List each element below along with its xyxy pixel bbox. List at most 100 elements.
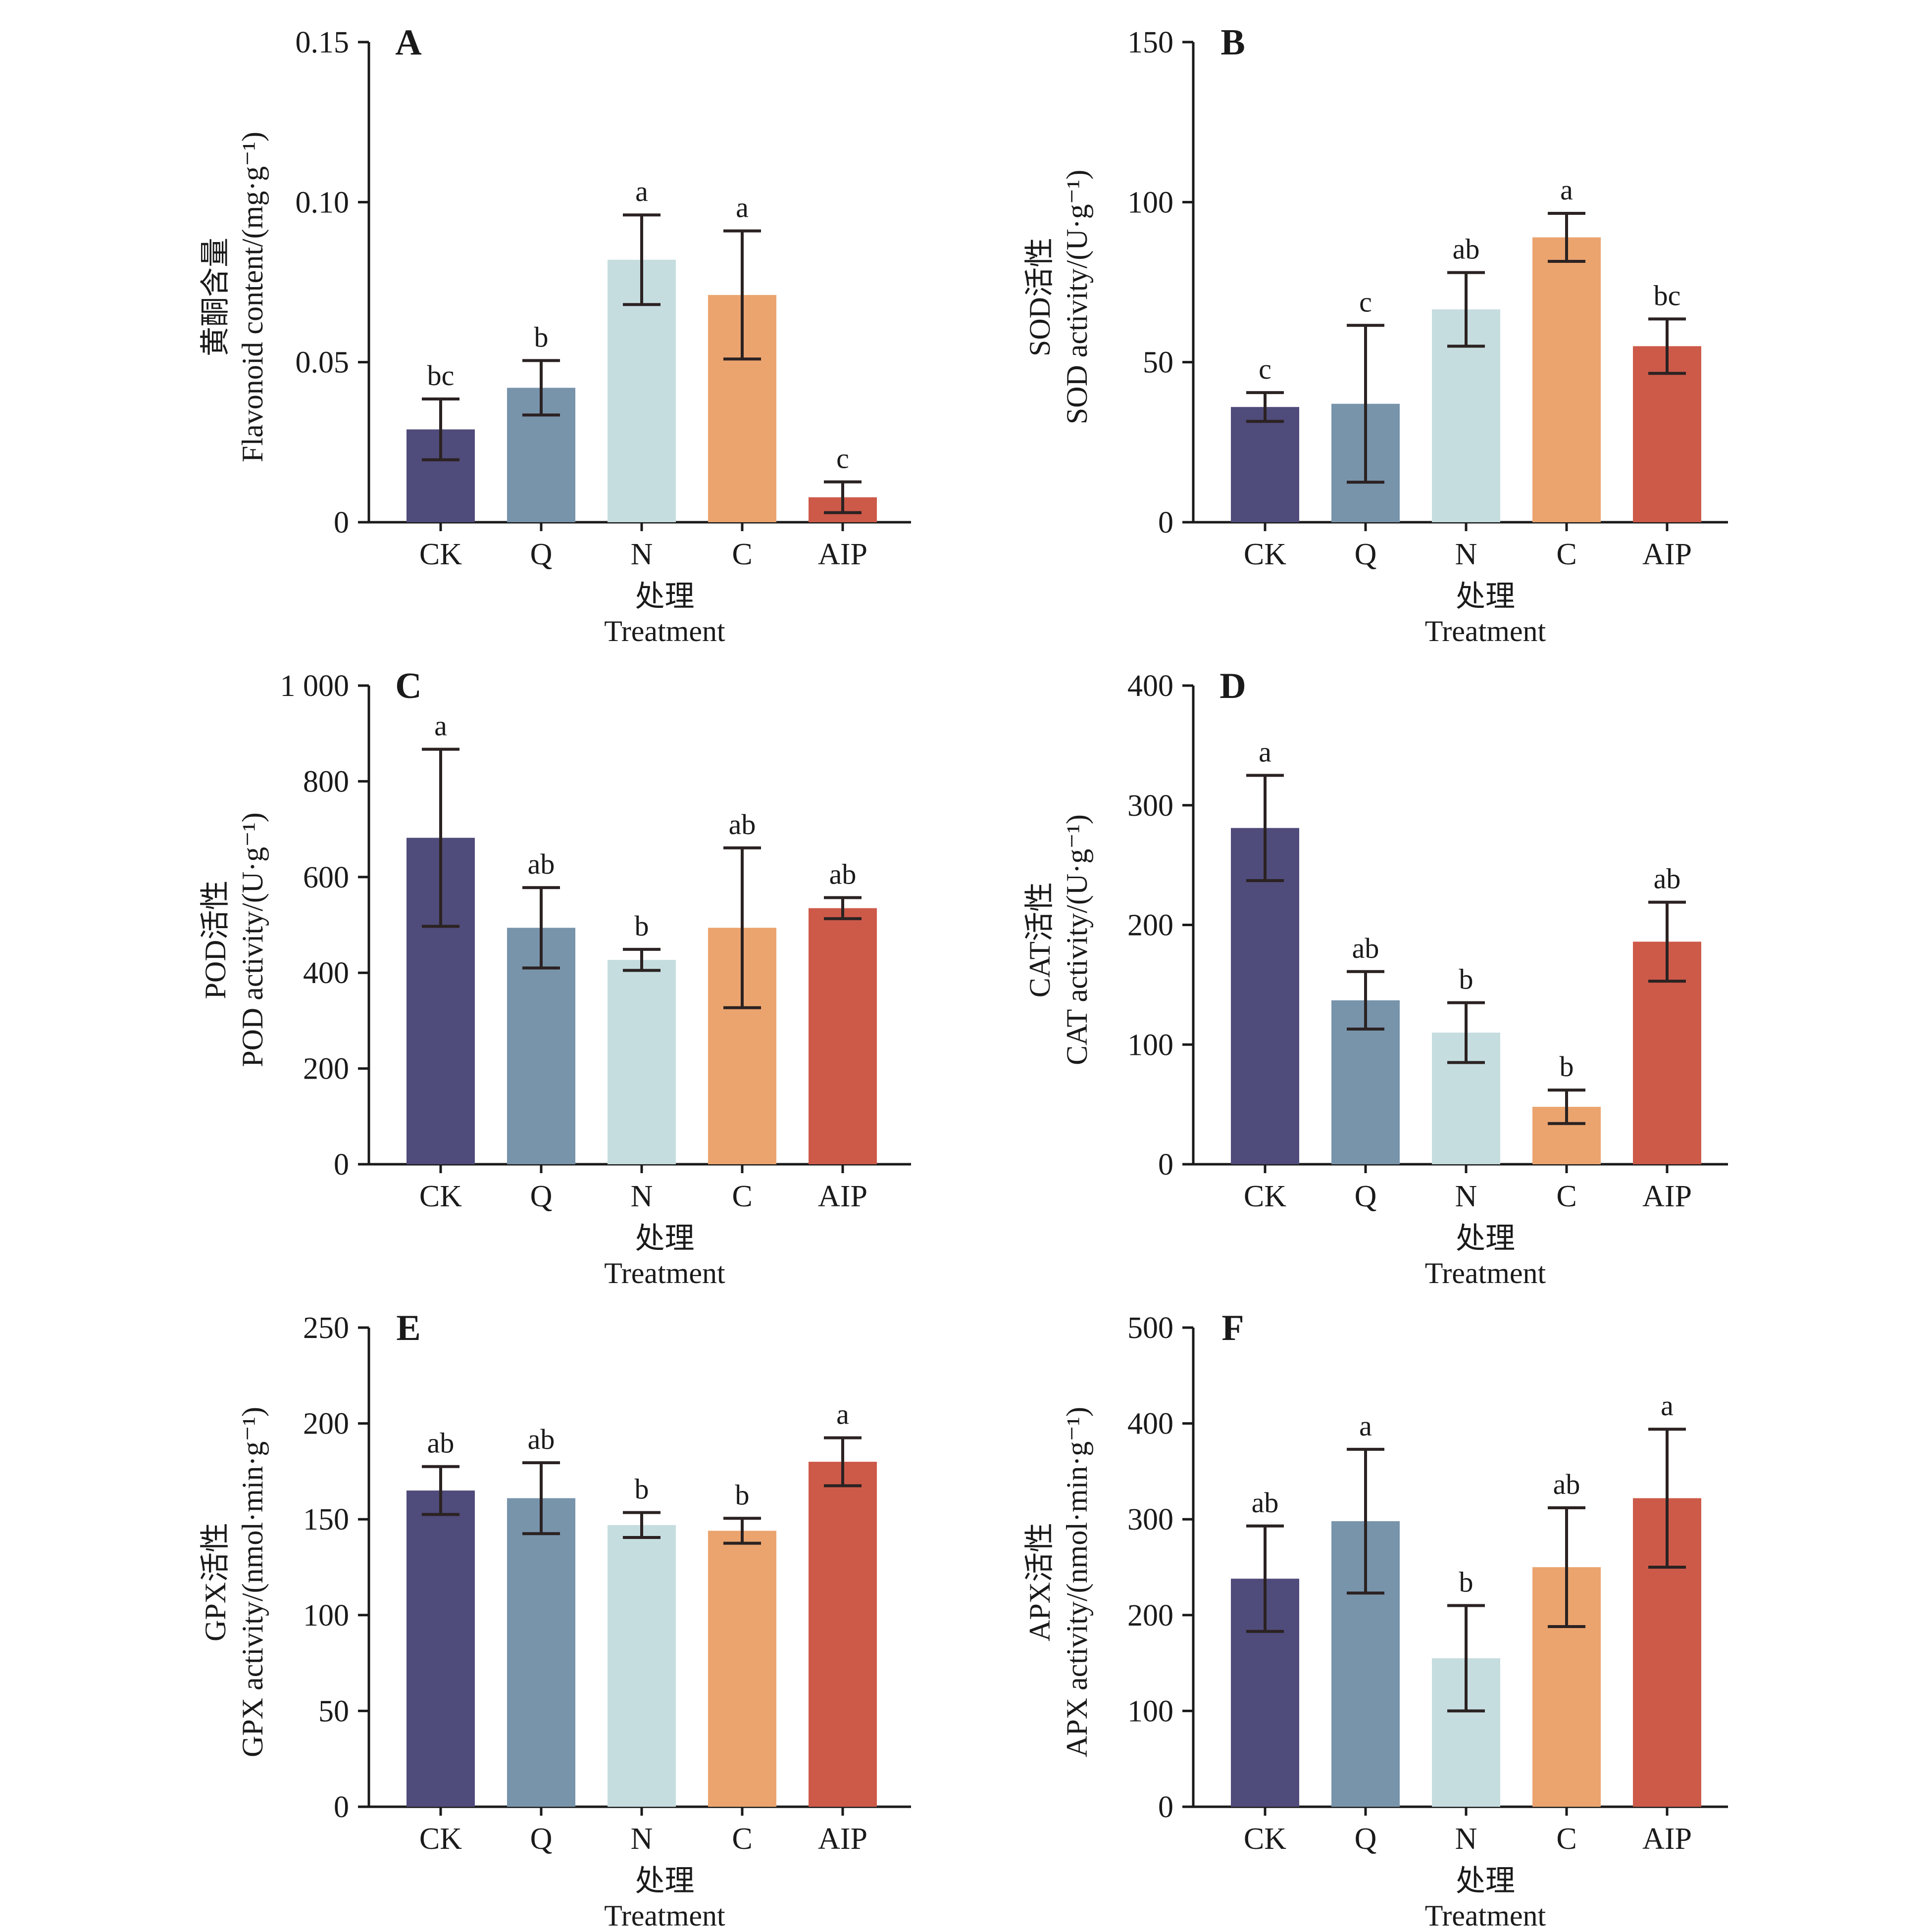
y-tick-label: 50	[318, 1694, 349, 1728]
significance-label: ab	[1352, 932, 1379, 964]
panel-c: 0 200 400 600 800 1 000 a CK ab Qb Nab Cab AIP C 处理Tre…	[199, 666, 911, 1289]
y-tick-label: 0	[334, 506, 349, 540]
y-axis-title-cn: APX活性	[1023, 1523, 1056, 1641]
x-axis-title-en: Treatment	[604, 615, 725, 647]
x-tick-label: CK	[419, 1180, 462, 1213]
x-axis-title-en: Treatment	[1425, 615, 1546, 647]
y-tick-label: 0.05	[296, 346, 350, 380]
x-tick-label: C	[732, 538, 752, 571]
x-tick-label: N	[1455, 538, 1477, 571]
y-axis-title-en: Flavonoid content/(mg·g⁻¹)	[236, 132, 269, 462]
significance-label: ab	[427, 1427, 455, 1459]
y-tick-label: 100	[303, 1599, 349, 1633]
panel-letter: E	[396, 1308, 420, 1348]
y-tick-label: 0	[1158, 1790, 1173, 1824]
y-tick-label: 100	[1127, 1694, 1173, 1728]
x-tick-label: N	[631, 1180, 653, 1213]
y-tick-label: 200	[1127, 1599, 1173, 1633]
y-tick-label: 400	[303, 956, 349, 990]
significance-label: c	[1359, 286, 1372, 318]
significance-label: ab	[1252, 1486, 1279, 1519]
panel-letter: C	[395, 666, 421, 706]
x-tick-label: CK	[419, 1822, 462, 1856]
panel-letter: B	[1220, 22, 1245, 63]
bar-c	[708, 1531, 776, 1807]
y-axis-title-cn: CAT活性	[1023, 882, 1056, 997]
significance-label: ab	[1453, 233, 1480, 265]
significance-label: b	[635, 910, 649, 942]
x-axis-title-cn: 处理	[1456, 580, 1515, 613]
x-tick-label: Q	[1355, 538, 1377, 571]
y-tick-label: 50	[1143, 346, 1173, 380]
y-axis-title-cn: POD活性	[199, 880, 232, 999]
significance-label: ab	[528, 1423, 555, 1455]
x-axis-title-cn: 处理	[1456, 1865, 1515, 1897]
y-tick-label: 0.15	[296, 26, 350, 59]
significance-label: a	[635, 175, 648, 207]
x-tick-label: AIP	[1642, 538, 1692, 571]
significance-label: a	[1259, 736, 1271, 768]
y-axis-title-en: GPX activity/(nmol·min·g⁻¹)	[236, 1407, 269, 1757]
significance-label: bc	[1654, 279, 1681, 311]
panel-letter: A	[395, 22, 421, 63]
significance-label: a	[1560, 174, 1573, 206]
y-tick-label: 300	[1127, 1503, 1173, 1536]
panel-d: 0 100 200 300 400 a CK ab Qb Nb Cab AIP D 处理Treatment…	[1023, 666, 1728, 1289]
y-tick-label: 200	[303, 1407, 349, 1441]
panel-e: 0 50 100 150 200 250 ab CK ab Qb Nb Ca AIP E 处理Treatme…	[199, 1308, 911, 1932]
y-tick-label: 0	[1158, 1148, 1173, 1182]
y-tick-label: 150	[303, 1503, 349, 1536]
x-tick-label: Q	[1355, 1180, 1377, 1213]
y-tick-label: 1 000	[280, 669, 350, 703]
bar-aip	[1633, 346, 1701, 522]
significance-label: b	[635, 1473, 649, 1505]
bar-aip	[809, 1462, 877, 1807]
significance-label: a	[836, 1398, 849, 1431]
significance-label: a	[1661, 1389, 1674, 1422]
bar-aip	[809, 908, 877, 1164]
x-tick-label: AIP	[818, 538, 867, 571]
x-tick-label: CK	[1244, 1180, 1286, 1213]
panel-f: 0 100 200 300 400 500 ab CK a Qb Nab Ca AIP F 处理Treatm…	[1023, 1308, 1728, 1932]
x-tick-label: C	[1556, 1822, 1576, 1856]
x-tick-label: N	[631, 1822, 653, 1856]
x-tick-label: AIP	[818, 1180, 867, 1213]
y-tick-label: 0	[1158, 506, 1173, 540]
x-axis-title-cn: 处理	[635, 1222, 695, 1255]
x-tick-label: N	[631, 538, 653, 571]
y-tick-label: 200	[1127, 909, 1173, 942]
significance-label: b	[1459, 963, 1473, 995]
y-tick-label: 500	[1127, 1311, 1173, 1345]
x-tick-label: Q	[1355, 1822, 1377, 1856]
y-tick-label: 150	[1127, 26, 1173, 59]
significance-label: ab	[1553, 1468, 1580, 1500]
y-tick-label: 600	[303, 861, 349, 894]
y-axis-title-cn: 黄酮含量	[199, 238, 232, 356]
significance-label: b	[1459, 1566, 1473, 1598]
x-axis-title-cn: 处理	[1456, 1222, 1515, 1255]
significance-label: b	[1560, 1050, 1574, 1083]
x-axis-title-en: Treatment	[1425, 1257, 1546, 1289]
x-tick-label: C	[1556, 1180, 1576, 1213]
y-tick-label: 0.10	[296, 186, 350, 219]
bar-ck	[406, 1490, 475, 1807]
x-tick-label: AIP	[1642, 1180, 1692, 1213]
significance-label: ab	[528, 848, 555, 880]
y-tick-label: 100	[1127, 1028, 1173, 1062]
significance-label: c	[1259, 353, 1271, 385]
panel-letter: F	[1221, 1308, 1244, 1348]
y-axis-title-cn: SOD活性	[1023, 238, 1056, 356]
x-tick-label: CK	[1244, 1822, 1286, 1856]
y-axis-title-en: POD activity/(U·g⁻¹)	[236, 812, 269, 1067]
x-axis-title-cn: 处理	[635, 580, 695, 613]
x-axis-title-en: Treatment	[604, 1257, 725, 1289]
x-tick-label: CK	[1244, 538, 1286, 571]
significance-label: a	[1359, 1410, 1372, 1442]
x-axis-title-cn: 处理	[635, 1865, 695, 1897]
significance-label: a	[736, 192, 749, 224]
y-tick-label: 100	[1127, 186, 1173, 219]
x-tick-label: CK	[419, 538, 462, 571]
x-tick-label: C	[1556, 538, 1576, 571]
